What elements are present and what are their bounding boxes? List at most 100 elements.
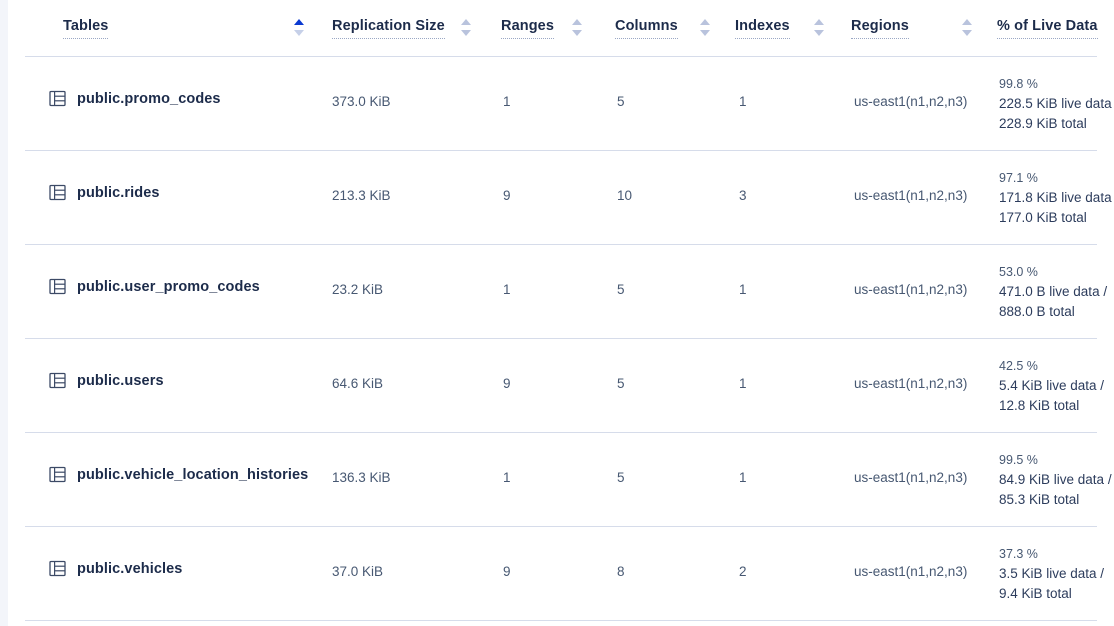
cell-live-data: 53.0 % 471.0 B live data / 888.0 B total — [999, 263, 1114, 322]
table-icon — [49, 560, 66, 577]
live-data-amount: 3.5 KiB live data / — [999, 566, 1105, 581]
sort-toggle-regions-icon[interactable] — [962, 19, 973, 36]
cell-indexes: 1 — [739, 282, 747, 297]
cell-live-data: 99.5 % 84.9 KiB live data / 85.3 KiB total — [999, 451, 1114, 510]
cell-live-data: 97.1 % 171.8 KiB live data / 177.0 KiB tot… — [999, 169, 1114, 228]
column-header-label: Regions — [851, 18, 909, 39]
table-name-link[interactable]: public.users — [77, 372, 164, 389]
live-data-total: 177.0 KiB total — [999, 210, 1087, 225]
sort-ascending-icon — [461, 19, 471, 25]
cell-indexes: 1 — [739, 94, 747, 109]
cell-indexes: 3 — [739, 188, 747, 203]
sort-descending-icon — [294, 30, 304, 36]
table-name-link[interactable]: public.vehicles — [77, 560, 183, 577]
table-icon — [49, 90, 66, 107]
table-row[interactable]: public.rides 213.3 KiB 9 10 3 us-east1(n1,n2,… — [25, 151, 1114, 245]
column-header-regions[interactable]: Regions — [851, 18, 909, 39]
cell-table-name[interactable]: public.promo_codes — [49, 90, 221, 107]
column-header-tables[interactable]: Tables — [63, 18, 109, 39]
live-data-amount: 5.4 KiB live data / — [999, 378, 1105, 393]
cell-columns: 5 — [617, 470, 625, 485]
cell-indexes: 1 — [739, 376, 747, 391]
live-data-percent: 99.8 % — [999, 77, 1038, 91]
sort-ascending-icon — [294, 19, 304, 25]
cell-regions: us-east1(n1,n2,n3) — [854, 188, 968, 203]
table-header-row: Tables Replication Size Ranges Columns Index… — [25, 0, 1098, 57]
sort-ascending-icon — [700, 19, 710, 25]
column-header-replication_size[interactable]: Replication Size — [332, 18, 445, 39]
cell-regions: us-east1(n1,n2,n3) — [854, 564, 968, 579]
cell-table-name[interactable]: public.vehicle_location_histories — [49, 466, 308, 483]
sort-toggle-columns-icon[interactable] — [700, 19, 711, 36]
cell-indexes: 2 — [739, 564, 747, 579]
cell-live-data: 37.3 % 3.5 KiB live data / 9.4 KiB total — [999, 545, 1114, 604]
cell-live-data: 99.8 % 228.5 KiB live data / 228.9 KiB tot… — [999, 75, 1114, 134]
cell-columns: 5 — [617, 282, 625, 297]
tables-card: Tables Replication Size Ranges Columns Index… — [8, 0, 1114, 626]
column-header-live_data[interactable]: % of Live Data — [997, 18, 1098, 39]
sort-toggle-ranges-icon[interactable] — [572, 19, 583, 36]
live-data-amount: 471.0 B live data / — [999, 284, 1108, 299]
cell-live-data: 42.5 % 5.4 KiB live data / 12.8 KiB total — [999, 357, 1114, 416]
sort-ascending-icon — [962, 19, 972, 25]
cell-replication-size: 373.0 KiB — [332, 94, 391, 109]
cell-ranges: 9 — [503, 376, 511, 391]
cell-table-name[interactable]: public.users — [49, 372, 164, 389]
table-row[interactable]: public.users 64.6 KiB 9 5 1 us-east1(n1,n2,n3… — [25, 339, 1104, 433]
column-header-ranges[interactable]: Ranges — [501, 18, 554, 39]
cell-table-name[interactable]: public.rides — [49, 184, 160, 201]
column-header-label: Replication Size — [332, 18, 445, 39]
cell-columns: 8 — [617, 564, 625, 579]
live-data-percent: 53.0 % — [999, 265, 1038, 279]
cell-columns: 10 — [617, 188, 633, 203]
live-data-percent: 42.5 % — [999, 359, 1038, 373]
cell-ranges: 9 — [503, 564, 511, 579]
column-header-label: Indexes — [735, 18, 790, 39]
cell-ranges: 1 — [503, 94, 511, 109]
sort-ascending-icon — [814, 19, 824, 25]
live-data-total: 9.4 KiB total — [999, 586, 1072, 601]
cell-replication-size: 136.3 KiB — [332, 470, 391, 485]
cell-regions: us-east1(n1,n2,n3) — [854, 94, 968, 109]
sort-descending-icon — [962, 30, 972, 36]
cell-indexes: 1 — [739, 470, 747, 485]
cell-replication-size: 37.0 KiB — [332, 564, 384, 579]
live-data-percent: 97.1 % — [999, 171, 1038, 185]
cell-replication-size: 23.2 KiB — [332, 282, 384, 297]
sort-descending-icon — [700, 30, 710, 36]
table-row[interactable]: public.vehicles 37.0 KiB 9 8 2 us-east1(n1,n2… — [25, 527, 1104, 621]
sort-descending-icon — [814, 30, 824, 36]
live-data-amount: 84.9 KiB live data / — [999, 472, 1112, 487]
column-header-label: % of Live Data — [997, 18, 1098, 39]
table-row[interactable]: public.promo_codes 373.0 KiB 1 5 1 us-east1(n… — [25, 57, 1114, 151]
cell-regions: us-east1(n1,n2,n3) — [854, 376, 968, 391]
sort-toggle-tables-icon[interactable] — [294, 19, 305, 36]
column-header-indexes[interactable]: Indexes — [735, 18, 790, 39]
live-data-amount: 171.8 KiB live data / — [999, 190, 1114, 205]
table-name-link[interactable]: public.vehicle_location_histories — [77, 466, 309, 483]
live-data-total: 85.3 KiB total — [999, 492, 1080, 507]
sort-ascending-icon — [572, 19, 582, 25]
live-data-total: 228.9 KiB total — [999, 116, 1087, 131]
column-header-columns[interactable]: Columns — [615, 18, 678, 39]
table-name-link[interactable]: public.rides — [77, 184, 160, 201]
cell-ranges: 1 — [503, 282, 511, 297]
table-name-link[interactable]: public.user_promo_codes — [77, 278, 260, 295]
cell-columns: 5 — [617, 376, 625, 391]
sort-toggle-replication_size-icon[interactable] — [461, 19, 472, 36]
cell-regions: us-east1(n1,n2,n3) — [854, 282, 968, 297]
cell-table-name[interactable]: public.vehicles — [49, 560, 182, 577]
column-header-label: Ranges — [501, 18, 554, 39]
cell-table-name[interactable]: public.user_promo_codes — [49, 278, 260, 295]
table-row[interactable]: public.user_promo_codes 23.2 KiB 1 5 1 us-eas… — [25, 245, 1107, 339]
table-row[interactable]: public.vehicle_location_histories 136.3 K… — [25, 433, 1112, 527]
table-name-link[interactable]: public.promo_codes — [77, 90, 221, 107]
live-data-amount: 228.5 KiB live data / — [999, 96, 1114, 111]
cell-ranges: 1 — [503, 470, 511, 485]
cell-replication-size: 64.6 KiB — [332, 376, 384, 391]
sort-descending-icon — [572, 30, 582, 36]
cell-replication-size: 213.3 KiB — [332, 188, 391, 203]
sort-toggle-indexes-icon[interactable] — [814, 19, 825, 36]
cell-ranges: 9 — [503, 188, 511, 203]
